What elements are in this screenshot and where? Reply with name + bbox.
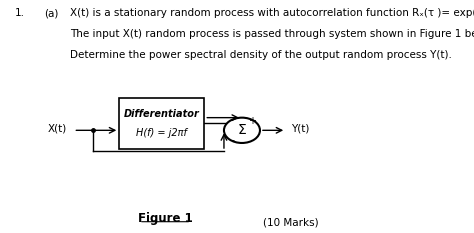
Text: +: + (248, 116, 256, 127)
Text: Differentiator: Differentiator (124, 109, 200, 119)
Text: Figure 1: Figure 1 (137, 212, 192, 226)
Text: (10 Marks): (10 Marks) (263, 217, 319, 227)
Text: X(t) is a stationary random process with autocorrelation function Rₓ(τ )= exp(-π: X(t) is a stationary random process with… (70, 8, 474, 18)
Text: 1.: 1. (15, 8, 25, 18)
Text: Y(t): Y(t) (291, 123, 310, 133)
Circle shape (224, 118, 260, 143)
Text: Σ: Σ (237, 123, 246, 137)
FancyBboxPatch shape (119, 98, 204, 149)
Text: H(f) = j2πf: H(f) = j2πf (137, 127, 187, 137)
Text: (a): (a) (44, 8, 58, 18)
Text: Determine the power spectral density of the output random process Y(t).: Determine the power spectral density of … (70, 50, 452, 60)
Text: The input X(t) random process is passed through system shown in Figure 1 below.: The input X(t) random process is passed … (70, 29, 474, 39)
Text: X(t): X(t) (47, 123, 67, 133)
Text: -: - (230, 135, 234, 145)
